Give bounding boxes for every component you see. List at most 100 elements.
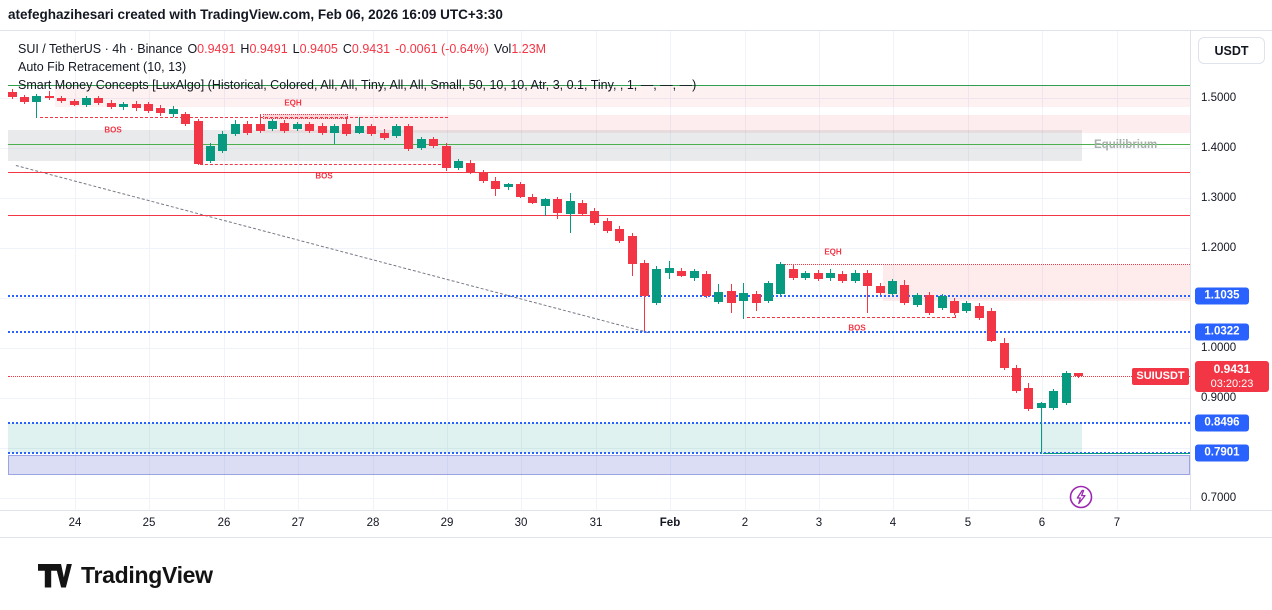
fib-price-badge: 0.8496 (1195, 414, 1249, 432)
instant-trading-button[interactable] (1069, 485, 1093, 509)
candle-body (788, 269, 798, 278)
fib-price-badge: 0.7901 (1195, 444, 1249, 462)
discount-zone[interactable] (8, 423, 1082, 453)
chart-plot[interactable]: BOS EQH BOS EQH BOS Equilibrium (0, 31, 1190, 510)
eqh-zone[interactable] (263, 114, 348, 119)
bos-line-3[interactable] (747, 317, 955, 319)
attribution-text: atefeghazihesari created with TradingVie… (8, 7, 503, 22)
grid-vertical (968, 31, 969, 510)
candle-body (280, 123, 290, 131)
eqh-line-2[interactable] (780, 264, 1190, 266)
bos-line-2[interactable] (200, 164, 446, 166)
candle-body (590, 211, 600, 223)
candle-body (429, 139, 439, 146)
annotation-eqh: EQH (824, 247, 842, 257)
resistance-line-1[interactable] (8, 172, 1190, 173)
legend-indicator-fib[interactable]: Auto Fib Retracement (10, 13) (18, 60, 187, 74)
tradingview-logo-text: TradingView (81, 562, 213, 588)
candle-body (491, 181, 501, 189)
candle-body (416, 139, 426, 148)
candle-body (1011, 368, 1021, 391)
time-label: 27 (291, 517, 305, 529)
grid-vertical (745, 31, 746, 510)
strong-low-line[interactable] (1043, 453, 1190, 455)
annotation-bos: BOS (315, 171, 333, 181)
candle-body (391, 126, 401, 136)
candle-body (813, 273, 823, 279)
price-tick: 1.2000 (1201, 242, 1237, 254)
price-line-symbol-label: SUIUSDT (1132, 368, 1189, 386)
candle-wick (544, 198, 546, 216)
fib-1-1035[interactable] (8, 295, 1190, 298)
candle-body (453, 161, 463, 168)
candle-body (94, 98, 104, 103)
equilibrium-line[interactable] (8, 143, 1190, 145)
strong-high-line[interactable] (8, 84, 1190, 86)
fib-0-7901[interactable] (8, 451, 1190, 454)
premium-band[interactable] (55, 86, 1190, 107)
candle-body (156, 108, 166, 113)
candle-body (379, 133, 389, 138)
candle-wick (743, 283, 745, 319)
current-price-line[interactable] (8, 375, 1190, 377)
price-tick: 1.0000 (1201, 342, 1237, 354)
supply-band[interactable] (263, 115, 1190, 133)
demand-zone[interactable] (883, 265, 1190, 301)
price-tick: 1.3000 (1201, 192, 1237, 204)
grid-horizontal (0, 298, 1190, 299)
fib-bottom-band[interactable] (8, 454, 1190, 475)
candle-body (602, 221, 612, 231)
candle-body (19, 97, 29, 102)
candle-body (1024, 388, 1034, 409)
candle-body (701, 274, 711, 296)
tradingview-logo-icon (38, 563, 72, 588)
high-value: 0.9491 (249, 42, 288, 56)
legend-symbol-row[interactable]: SUI / TetherUS · 4h · Binance O0.9491 H0.9… (18, 40, 696, 58)
chart-area[interactable]: BOS EQH BOS EQH BOS Equilibrium SUI / TetherU… (0, 30, 1190, 510)
time-scale[interactable]: 24 25 26 27 28 29 30 31 Feb 2 3 4 5 6 7 (0, 510, 1272, 538)
price-tick: 0.9000 (1201, 392, 1237, 404)
candle-body (181, 114, 191, 124)
time-label: 3 (815, 517, 823, 529)
legend-indicator-smc[interactable]: Smart Money Concepts [LuxAlgo] (Historic… (18, 78, 697, 92)
current-price-badge: 0.9431 03:20:23 (1195, 361, 1269, 393)
grid-horizontal (0, 98, 1190, 99)
candle-body (267, 121, 277, 129)
time-label: 28 (366, 517, 380, 529)
volume-label: Vol (493, 42, 512, 56)
candle-body (677, 271, 687, 276)
candle-body (925, 295, 935, 313)
time-label: 30 (514, 517, 528, 529)
fib-0-8496[interactable] (8, 422, 1190, 425)
annotation-bos: BOS (104, 125, 122, 135)
annotation-equilibrium: Equilibrium (1094, 139, 1158, 151)
candle-body (689, 271, 699, 278)
time-label: Feb (659, 517, 681, 529)
grid-vertical (521, 31, 522, 510)
price-scale[interactable]: USDT 0.9431 03:20:23 1.5000 1.4000 1.3000 1… (1190, 30, 1272, 538)
time-label: 5 (964, 517, 972, 529)
price-tick: 1.5000 (1201, 92, 1237, 104)
candle-body (367, 126, 377, 134)
candle-body (1036, 403, 1046, 408)
candle-body (900, 285, 910, 303)
current-price-value: 0.9431 (1213, 362, 1251, 377)
grid-vertical (1117, 31, 1118, 510)
annotation-eqh: EQH (284, 98, 302, 108)
close-label: C (342, 42, 352, 56)
grid-horizontal (0, 498, 1190, 499)
candle-body (7, 92, 17, 97)
candle-body (801, 273, 811, 278)
equilibrium-zone[interactable] (8, 130, 1082, 161)
grid-vertical (1042, 31, 1043, 510)
candle-body (143, 104, 153, 111)
candle-body (987, 311, 997, 341)
price-tick: 1.4000 (1201, 142, 1237, 154)
currency-toggle-button[interactable]: USDT (1198, 37, 1265, 64)
grid-vertical (75, 31, 76, 510)
candle-body (32, 96, 42, 102)
fib-1-0322[interactable] (8, 330, 1190, 333)
bos-line-1[interactable] (40, 117, 448, 119)
candle-body (726, 291, 736, 303)
candle-body (81, 98, 91, 105)
